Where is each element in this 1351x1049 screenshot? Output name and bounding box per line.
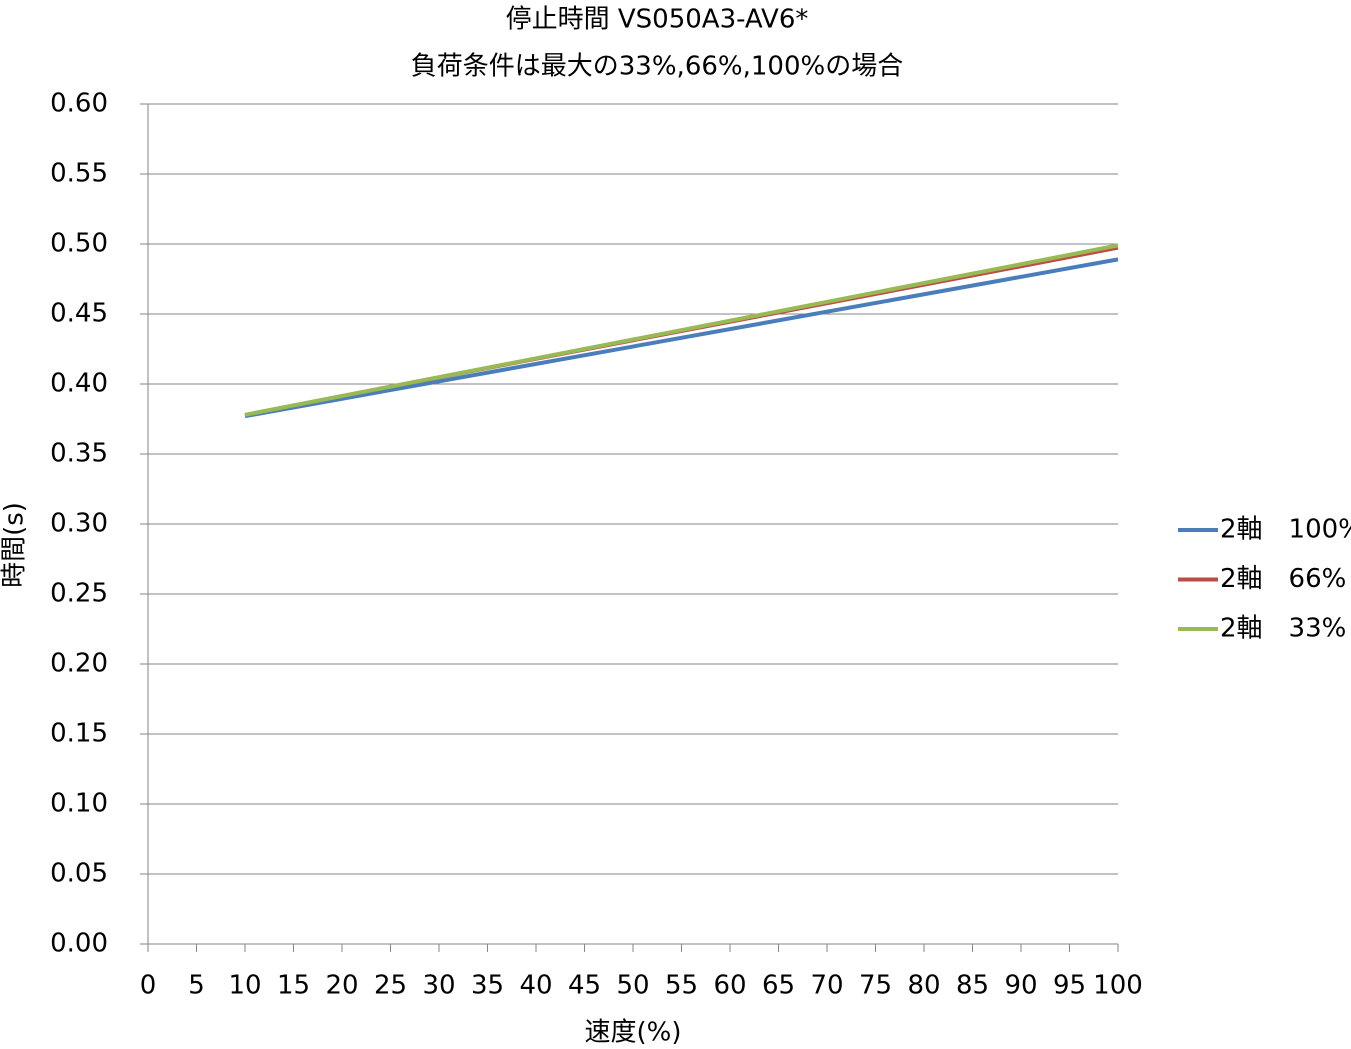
- y-tick-label: 0.60: [50, 89, 108, 119]
- legend-label: 2軸 33%: [1220, 614, 1346, 644]
- y-tick-label: 0.50: [50, 229, 108, 259]
- y-tick-label: 0.10: [50, 789, 108, 819]
- x-tick-label: 95: [1053, 971, 1086, 1001]
- series-line: [244, 257, 1119, 419]
- x-tick-label: 5: [188, 971, 205, 1001]
- x-tick-label: 80: [907, 971, 940, 1001]
- legend-label: 2軸 100%: [1220, 515, 1351, 545]
- y-tick-label: 0.25: [50, 579, 108, 609]
- x-tick-label: 35: [471, 971, 504, 1001]
- x-tick-label: 20: [325, 971, 358, 1001]
- x-axis-label: 速度(%): [585, 1018, 682, 1048]
- x-tick-label: 75: [859, 971, 892, 1001]
- y-tick-label: 0.45: [50, 299, 108, 329]
- y-tick-label: 0.05: [50, 859, 108, 889]
- y-tick-label: 0.30: [50, 509, 108, 539]
- x-tick-label: 40: [519, 971, 552, 1001]
- y-tick-label: 0.40: [50, 369, 108, 399]
- x-tick-label: 30: [422, 971, 455, 1001]
- x-tick-label: 90: [1004, 971, 1037, 1001]
- chart-subtitle: 負荷条件は最大の33%,66%,100%の場合: [411, 52, 903, 82]
- x-tick-label: 0: [140, 971, 157, 1001]
- y-tick-label: 0.35: [50, 439, 108, 469]
- y-tick-label: 0.15: [50, 719, 108, 749]
- x-tick-label: 70: [810, 971, 843, 1001]
- legend-label: 2軸 66%: [1220, 564, 1346, 594]
- x-tick-label: 15: [277, 971, 310, 1001]
- x-tick-label: 55: [665, 971, 698, 1001]
- x-tick-label: 100: [1093, 971, 1143, 1001]
- x-tick-label: 65: [762, 971, 795, 1001]
- y-tick-label: 0.00: [50, 929, 108, 959]
- x-tick-label: 10: [228, 971, 261, 1001]
- chart-title: 停止時間 VS050A3-AV6*: [506, 5, 809, 35]
- x-tick-label: 45: [568, 971, 601, 1001]
- y-axis-label: 時間(s): [0, 502, 30, 588]
- x-tick-label: 85: [956, 971, 989, 1001]
- y-tick-label: 0.55: [50, 159, 108, 189]
- x-tick-label: 25: [374, 971, 407, 1001]
- x-tick-label: 50: [616, 971, 649, 1001]
- y-tick-label: 0.20: [50, 649, 108, 679]
- x-tick-label: 60: [713, 971, 746, 1001]
- series-line: [244, 243, 1119, 417]
